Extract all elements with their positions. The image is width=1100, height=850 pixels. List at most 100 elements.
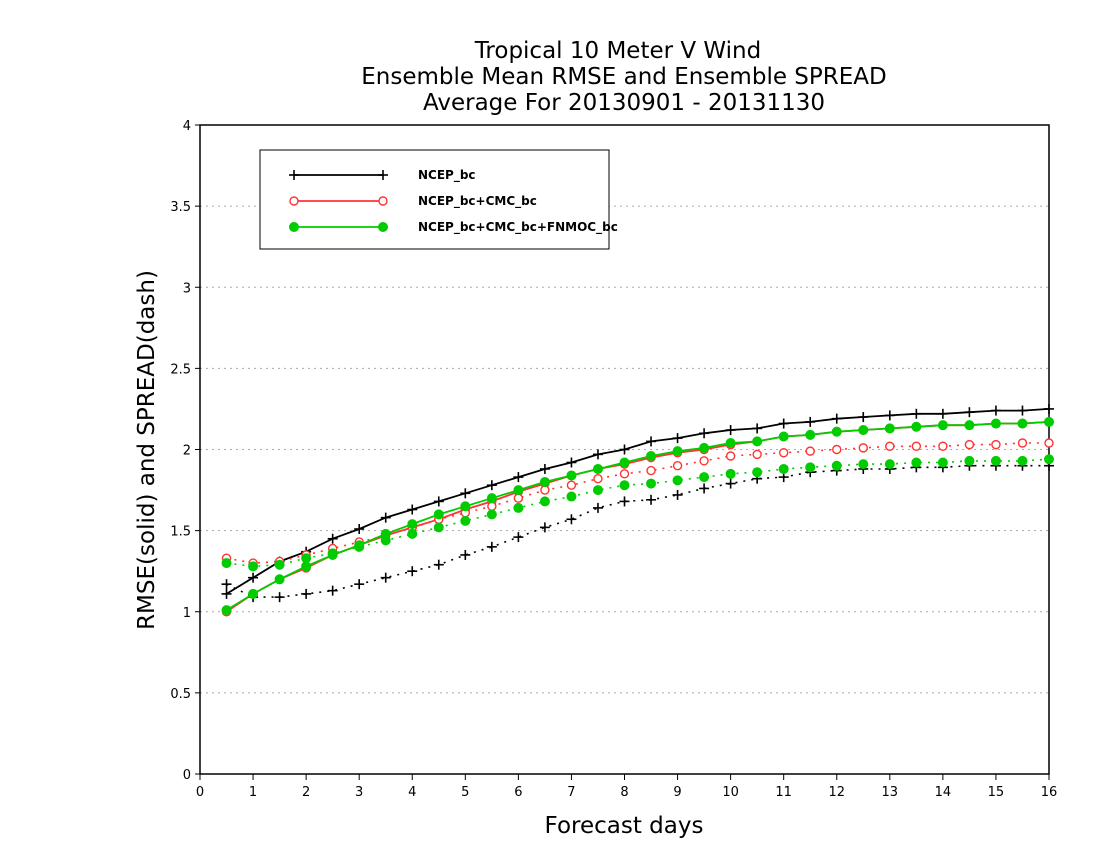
rmse-point	[513, 485, 524, 496]
spread-point	[486, 509, 497, 520]
legend-label: NCEP_bc	[418, 168, 476, 183]
spread-point	[725, 468, 736, 479]
rmse-point	[990, 405, 1001, 416]
spread-point	[911, 457, 922, 468]
rmse-point	[592, 463, 603, 474]
legend-marker	[378, 170, 388, 180]
spread-point	[964, 439, 975, 450]
spread-point	[274, 592, 285, 603]
x-tick-label: 14	[935, 785, 952, 800]
spread-point	[301, 588, 312, 599]
rmse-point	[380, 512, 391, 523]
series-1	[221, 417, 1054, 617]
rmse-point	[672, 433, 683, 444]
rmse-point	[858, 412, 869, 423]
rmse-point	[752, 423, 763, 434]
chart-title: Tropical 10 Meter V Wind Ensemble Mean R…	[361, 38, 886, 116]
rmse-line	[225, 421, 1050, 613]
x-tick-label: 6	[514, 785, 522, 800]
spread-point	[832, 444, 842, 455]
spread-point	[487, 501, 497, 511]
legend-marker	[289, 170, 299, 180]
rmse-point	[248, 588, 259, 599]
rmse-point	[1044, 416, 1054, 427]
rmse-point	[619, 457, 630, 468]
spread-point	[513, 532, 524, 543]
rmse-point	[513, 472, 524, 483]
rmse-point	[1044, 403, 1054, 414]
spread-point	[619, 469, 630, 479]
y-tick-label: 0.5	[170, 687, 191, 702]
rmse-point	[725, 438, 736, 449]
x-tick-label: 8	[620, 785, 628, 800]
rmse-point	[831, 413, 842, 424]
legend-label: NCEP_bc+CMC_bc	[418, 194, 537, 209]
rmse-point	[725, 425, 736, 436]
y-tick-label: 4	[183, 119, 191, 134]
series-2	[221, 416, 1054, 616]
spread-point	[619, 496, 630, 507]
x-tick-label: 1	[249, 785, 257, 800]
spread-point	[778, 448, 789, 458]
rmse-point	[486, 480, 497, 491]
rmse-point	[274, 574, 285, 585]
chart-title-line-3: Average For 20130901 - 20131130	[423, 90, 825, 116]
spread-point	[566, 514, 577, 525]
rmse-point	[539, 463, 550, 474]
spread-point	[486, 541, 497, 552]
x-tick-label: 7	[567, 785, 575, 800]
rmse-point	[937, 420, 948, 431]
spread-point	[752, 449, 762, 460]
legend-marker	[289, 222, 299, 232]
spread-point	[672, 489, 683, 500]
x-tick-label: 10	[722, 785, 739, 800]
spread-point	[327, 548, 338, 559]
rmse-point	[1017, 418, 1028, 429]
chart-title-line-1: Tropical 10 Meter V Wind	[474, 38, 761, 64]
rmse-point	[778, 431, 789, 442]
spread-point	[672, 475, 683, 486]
spread-point	[407, 528, 418, 539]
legend-marker	[289, 196, 299, 206]
rmse-point	[619, 444, 630, 455]
spread-point	[592, 502, 603, 513]
spread-point	[805, 462, 816, 473]
rmse-point	[354, 524, 365, 535]
spread-point	[885, 441, 895, 451]
spread-point	[699, 472, 710, 483]
legend-box	[259, 149, 610, 250]
rmse-point	[778, 418, 789, 429]
rmse-point	[990, 418, 1001, 429]
x-tick-label: 15	[988, 785, 1005, 800]
x-tick-label: 0	[196, 785, 204, 800]
rmse-point	[699, 428, 710, 439]
rmse-point	[592, 449, 603, 460]
spread-point	[990, 455, 1001, 466]
rmse-point	[433, 496, 444, 507]
x-tick-label: 3	[355, 785, 363, 800]
rmse-point	[672, 446, 683, 457]
rmse-point	[805, 416, 816, 427]
rmse-point	[911, 408, 922, 419]
spread-point	[646, 465, 656, 476]
spread-point	[725, 478, 736, 489]
rmse-point	[1017, 405, 1028, 416]
x-tick-label: 16	[1041, 785, 1058, 800]
rmse-point	[566, 470, 577, 481]
spread-point	[938, 441, 948, 451]
rmse-point	[805, 429, 816, 440]
spread-point	[937, 457, 948, 468]
spread-point	[539, 522, 550, 533]
rmse-line	[226, 421, 1050, 611]
rmse-point	[248, 572, 259, 583]
rmse-point	[884, 410, 895, 421]
spread-point	[646, 494, 657, 505]
rmse-point	[407, 519, 418, 530]
spread-point	[566, 491, 577, 502]
spread-point	[540, 485, 550, 495]
x-axis-label: Forecast days	[545, 813, 704, 839]
spread-point	[248, 561, 259, 572]
y-tick-label: 2.5	[170, 362, 191, 377]
spread-point	[699, 456, 709, 466]
rmse-point	[566, 457, 577, 468]
